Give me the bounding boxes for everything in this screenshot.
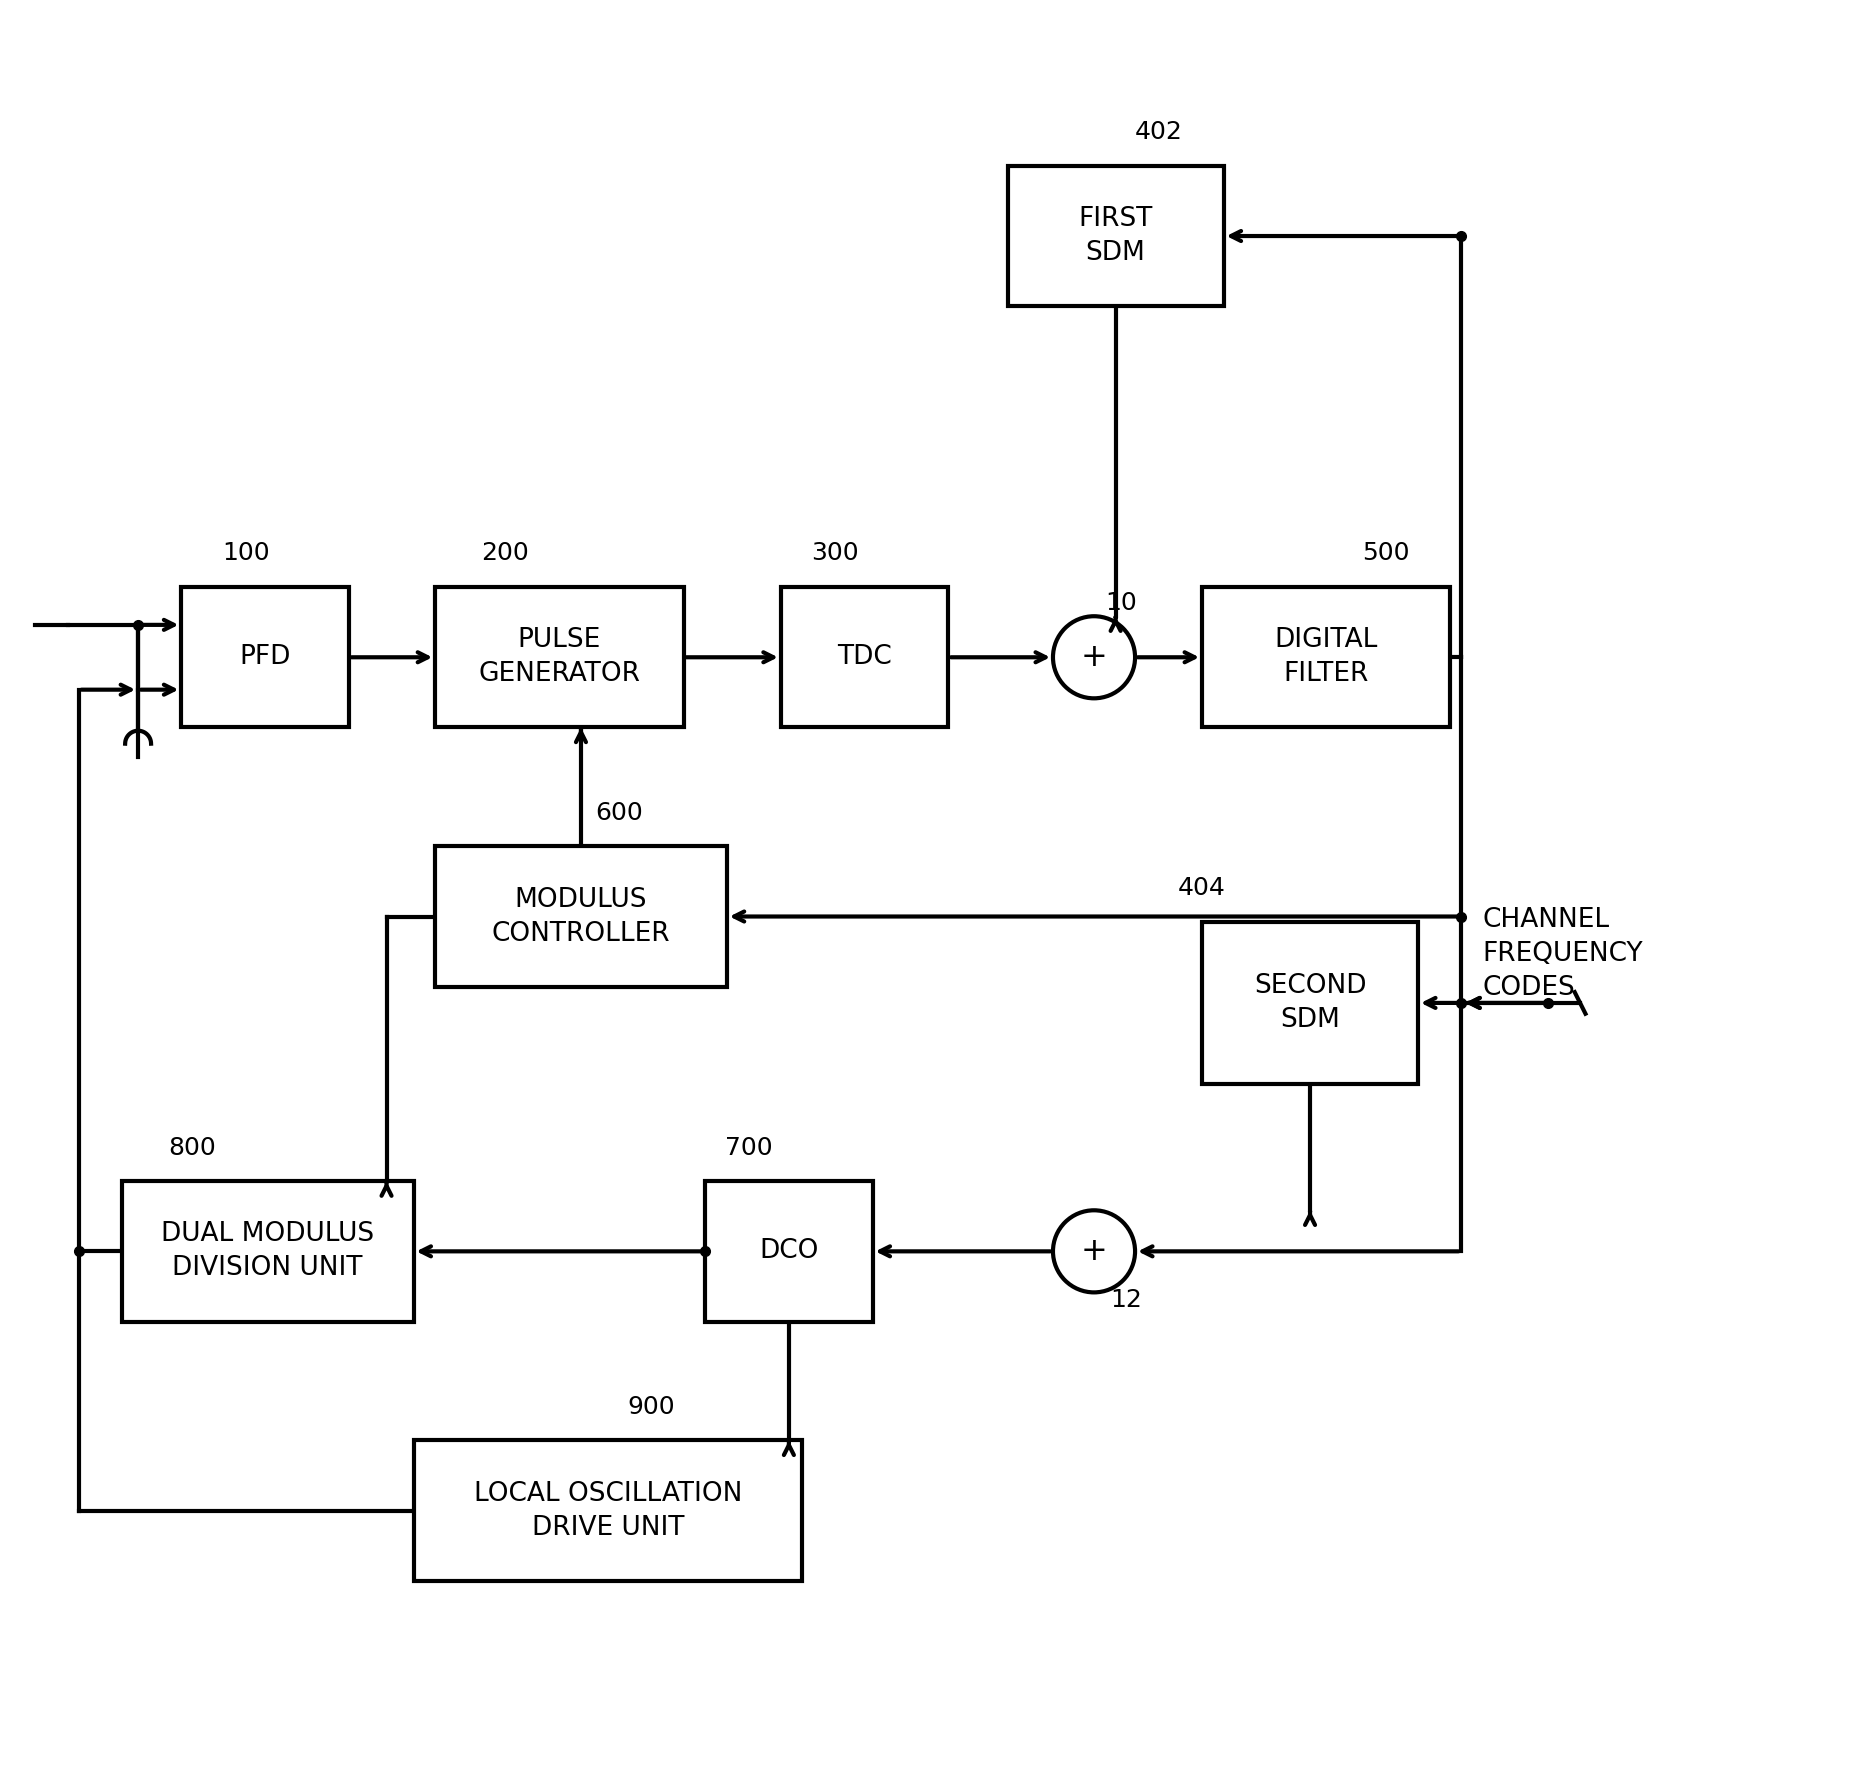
Text: 200: 200 [481, 541, 529, 566]
Bar [434, 847, 727, 987]
Text: DUAL MODULUS
DIVISION UNIT: DUAL MODULUS DIVISION UNIT [160, 1222, 375, 1281]
Bar [181, 587, 349, 728]
Text: CHANNEL
FREQUENCY
CODES: CHANNEL FREQUENCY CODES [1484, 907, 1644, 1002]
Bar [1202, 922, 1419, 1083]
Bar [121, 1181, 414, 1322]
Text: 402: 402 [1135, 121, 1184, 144]
Text: +: + [1081, 642, 1107, 672]
Bar [434, 587, 684, 728]
Text: LOCAL OSCILLATION
DRIVE UNIT: LOCAL OSCILLATION DRIVE UNIT [473, 1480, 742, 1541]
Bar [781, 587, 949, 728]
Text: DCO: DCO [759, 1238, 818, 1265]
Text: 900: 900 [628, 1395, 675, 1420]
Text: +: + [1081, 1236, 1107, 1267]
Text: FIRST
SDM: FIRST SDM [1079, 206, 1152, 267]
Text: DIGITAL
FILTER: DIGITAL FILTER [1275, 628, 1377, 687]
Text: MODULUS
CONTROLLER: MODULUS CONTROLLER [492, 886, 671, 946]
Bar [1202, 587, 1450, 728]
Text: PULSE
GENERATOR: PULSE GENERATOR [479, 628, 641, 687]
Circle shape [1053, 1210, 1135, 1292]
Text: 500: 500 [1363, 541, 1409, 566]
Bar [705, 1181, 872, 1322]
Text: 100: 100 [222, 541, 270, 566]
Text: 600: 600 [595, 801, 643, 825]
Text: 300: 300 [811, 541, 859, 566]
Text: 700: 700 [725, 1135, 772, 1160]
Text: TDC: TDC [837, 644, 891, 671]
Circle shape [1053, 616, 1135, 699]
Text: 800: 800 [168, 1135, 216, 1160]
Text: 404: 404 [1178, 877, 1227, 900]
Text: 12: 12 [1111, 1288, 1143, 1311]
Bar [414, 1441, 802, 1582]
Text: SECOND
SDM: SECOND SDM [1254, 973, 1366, 1034]
Text: 10: 10 [1105, 591, 1137, 616]
Bar [1008, 165, 1223, 306]
Text: PFD: PFD [239, 644, 291, 671]
